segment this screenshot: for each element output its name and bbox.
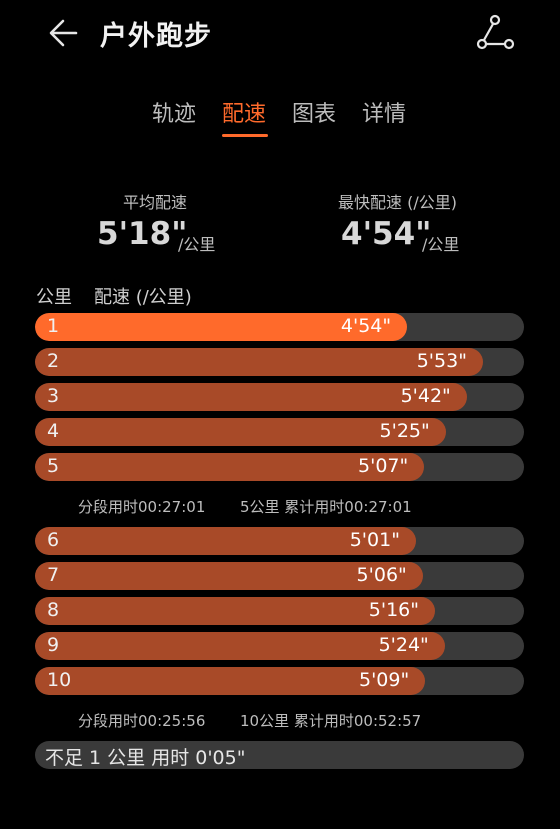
- split-row: 6 5'01": [35, 527, 524, 555]
- split-pace-label: 4'54": [340, 315, 392, 337]
- split-km-label: 4: [47, 420, 60, 442]
- split-bar-fill: [35, 313, 408, 341]
- split-bar-fill: [35, 667, 426, 695]
- split-pace-label: 5'25": [379, 420, 430, 442]
- split-bar-fill: [35, 383, 467, 411]
- pace-column-header: 配速 (/公里): [94, 287, 192, 308]
- split-km-label: 10: [47, 669, 72, 691]
- split-pace-label: 5'07": [358, 455, 409, 477]
- split-row: 7 5'06": [35, 562, 524, 590]
- split-pace-label: 5'24": [378, 634, 429, 656]
- split-row: 5 5'07": [35, 453, 524, 481]
- remainder-row: 不足 1 公里 用时 0'05": [35, 741, 524, 769]
- fastest-pace-unit: /公里: [422, 235, 460, 254]
- split-bar-fill: [35, 632, 445, 660]
- split-bar-fill: [35, 453, 425, 481]
- split-pace-label: 5'06": [356, 564, 407, 586]
- split-row: 3 5'42": [35, 383, 524, 411]
- tab-track[interactable]: 轨迹: [152, 102, 197, 127]
- split-km-label: 6: [47, 529, 60, 551]
- remainder-text: 不足 1 公里 用时 0'05": [45, 747, 246, 769]
- split-row: 1 4'54": [35, 313, 524, 341]
- split-km-label: 9: [47, 634, 60, 656]
- split-bar-fill: [35, 527, 416, 555]
- fastest-pace-label: 最快配速 (/公里): [338, 193, 457, 212]
- split-pace-label: 5'01": [349, 529, 400, 551]
- split-row: 4 5'25": [35, 418, 524, 446]
- split-row: 9 5'24": [35, 632, 524, 660]
- tab-bar: 轨迹 配速 图表 详情: [0, 96, 560, 142]
- split-pace-label: 5'09": [359, 669, 410, 691]
- segment-time-1: 分段用时00:27:01: [78, 498, 206, 516]
- split-km-label: 1: [47, 315, 60, 337]
- fastest-pace-value: 4'54": [341, 216, 432, 252]
- split-bar-fill: [35, 562, 423, 590]
- split-km-label: 7: [47, 564, 60, 586]
- avg-pace-value: 5'18": [97, 216, 188, 252]
- app-header: 户外跑步: [0, 0, 560, 66]
- split-row: 2 5'53": [35, 348, 524, 376]
- avg-pace-unit: /公里: [178, 235, 216, 254]
- page-title: 户外跑步: [100, 21, 212, 52]
- arrow-left-icon: [49, 19, 78, 47]
- split-pace-label: 5'42": [400, 385, 451, 407]
- split-bar-fill: [35, 597, 435, 625]
- avg-pace-label: 平均配速: [123, 193, 188, 212]
- split-pace-label: 5'16": [368, 599, 420, 621]
- split-row: 8 5'16": [35, 597, 524, 625]
- route-share-button[interactable]: [474, 14, 516, 54]
- route-share-icon: [476, 14, 515, 50]
- split-bar-fill: [35, 418, 446, 446]
- cumulative-time-2: 10公里 累计用时00:52:57: [240, 712, 422, 730]
- split-pace-label: 5'53": [416, 350, 467, 372]
- split-km-label: 3: [47, 385, 60, 407]
- split-bar-fill: [35, 348, 483, 376]
- split-km-label: 8: [47, 599, 60, 621]
- tab-pace[interactable]: 配速: [222, 102, 267, 127]
- split-km-label: 5: [47, 455, 60, 477]
- split-km-label: 2: [47, 350, 60, 372]
- segment-time-2: 分段用时00:25:56: [78, 712, 206, 730]
- tab-details[interactable]: 详情: [362, 102, 407, 127]
- split-row: 10 5'09": [35, 667, 524, 695]
- active-tab-indicator: [222, 134, 268, 137]
- km-column-header: 公里: [36, 287, 72, 308]
- cumulative-time-1: 5公里 累计用时00:27:01: [240, 498, 412, 516]
- tab-charts[interactable]: 图表: [292, 102, 337, 127]
- back-button[interactable]: [44, 16, 84, 50]
